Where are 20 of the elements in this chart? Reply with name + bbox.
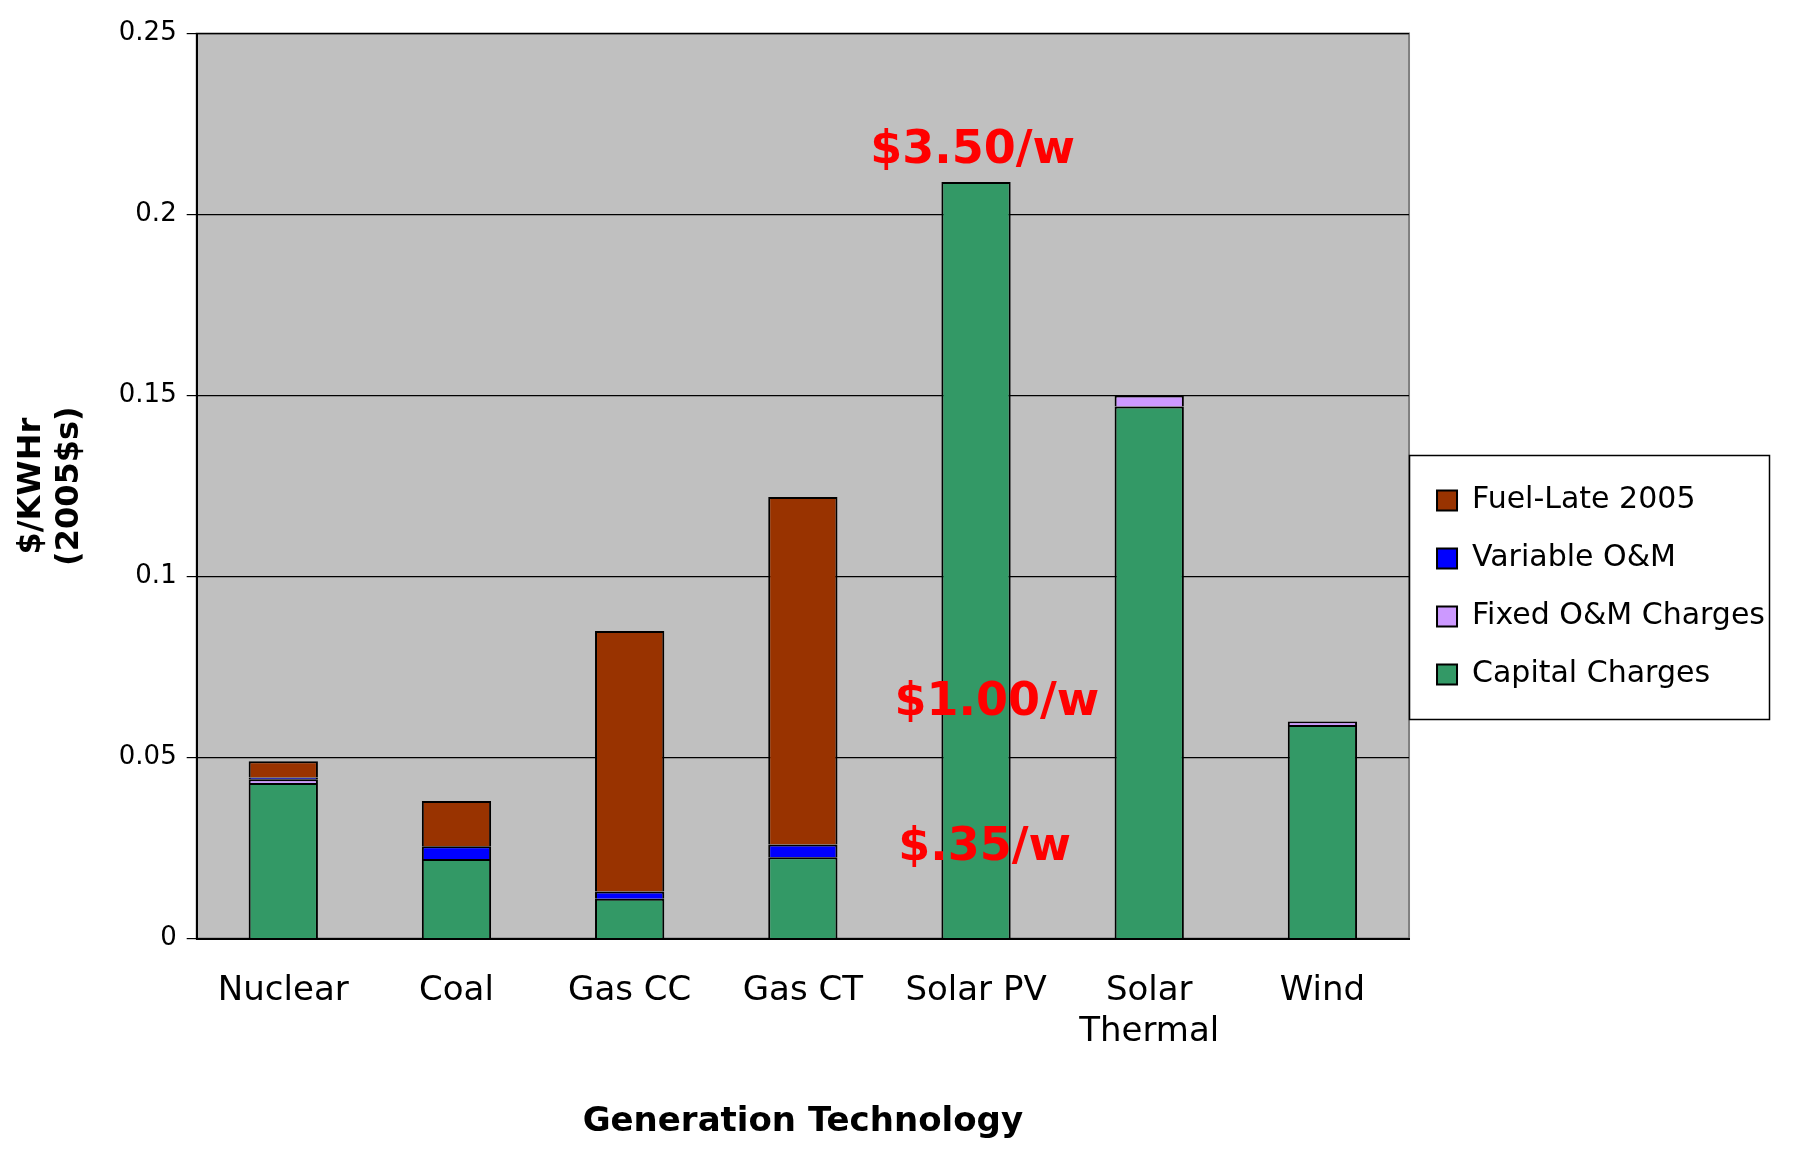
y-tick-label: 0.1 [135, 559, 177, 590]
y-tick-label: 0.05 [118, 740, 177, 771]
y-tick-label: 0 [160, 921, 177, 952]
x-tick-label: Solar Thermal [1078, 967, 1220, 1049]
y-tick-label: 0.15 [118, 378, 177, 409]
y-tick-label: 0.25 [118, 16, 177, 47]
y-axis-title: $/KWHr (2005$s) [9, 406, 86, 566]
x-tick-label: Solar PV [905, 967, 1047, 1008]
legend-label: Capital Charges [1472, 654, 1711, 690]
x-tick-label: Gas CC [568, 967, 692, 1008]
x-tick-label: Gas CT [742, 967, 864, 1008]
x-tick-label: Coal [419, 967, 494, 1008]
x-tick-label: Wind [1279, 967, 1366, 1008]
legend-label: Fixed O&M Charges [1472, 596, 1765, 632]
x-axis-title: Generation Technology [582, 1099, 1024, 1140]
y-tick-label: 0.2 [135, 197, 177, 228]
legend-label: Fuel-Late 2005 [1472, 480, 1696, 516]
x-tick-label: Nuclear [217, 967, 349, 1008]
annotation: $3.50/w [870, 120, 1075, 175]
legend-label: Variable O&M [1472, 538, 1676, 574]
